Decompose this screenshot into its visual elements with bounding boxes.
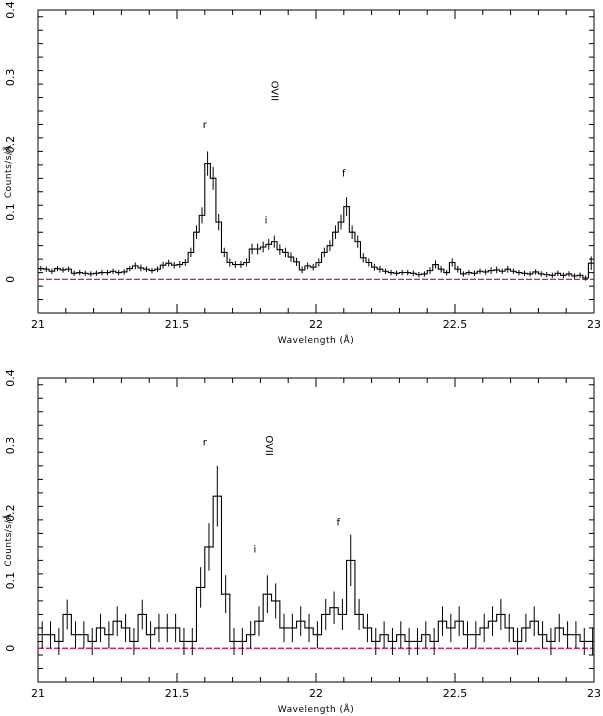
series-step-line [38,495,594,643]
x-tick-label: 21.5 [165,687,190,700]
line-annotation: r [203,120,208,131]
x-tick-label: 21 [31,318,45,331]
line-annotation: f [342,168,346,179]
x-tick-label: 22.5 [443,318,468,331]
line-annotation: f [336,517,340,528]
x-tick-label: 22 [309,687,323,700]
y-axis-ticks [38,16,594,314]
y-tick-label: 0.1 [4,572,17,590]
x-tick-label: 22 [309,318,323,331]
line-annotation: OVII [263,435,274,455]
y-tick-label: 0.2 [4,136,17,154]
y-tick-label: 0 [4,645,17,652]
error-bars [40,151,592,281]
chart-panel-2: 21 21.5 22 22.5 23 0 0.1 0.2 0.3 0.4 Wavelength (Å… [2,369,601,715]
line-annotation: r [203,438,208,449]
line-annotation: i [265,215,268,226]
x-tick-label: 21.5 [165,318,190,331]
chart-panel-1: 21 21.5 22 22.5 23 0 0.1 0.2 0.3 0.4 Wavelength (Å… [2,1,601,346]
error-bars [41,465,594,655]
y-tick-label: 0 [4,276,17,283]
y-tick-label: 0.4 [4,369,17,387]
x-tick-label: 21 [31,687,45,700]
x-tick-label: 22.5 [443,687,468,700]
line-annotation: OVII [269,81,280,101]
x-axis-ticks [37,378,595,682]
y-tick-label: 0.1 [4,203,17,221]
x-axis-ticks [37,10,595,313]
y-tick-label: 0.3 [4,69,17,87]
y-axis-ticks [38,384,594,683]
series-step-line [38,162,594,279]
x-axis-title: Wavelength (Å) [278,703,354,715]
plot-frame [37,377,595,683]
y-axis-title: Counts/s/Å [2,513,14,567]
line-annotation: i [253,544,256,555]
y-tick-label: 0.2 [4,504,17,522]
y-axis-title: Counts/s/Å [2,144,14,198]
y-tick-label: 0.3 [4,437,17,455]
y-tick-label: 0.4 [4,1,17,19]
x-tick-label: 23 [587,687,601,700]
x-axis-title: Wavelength (Å) [278,334,354,346]
x-tick-label: 23 [587,318,601,331]
